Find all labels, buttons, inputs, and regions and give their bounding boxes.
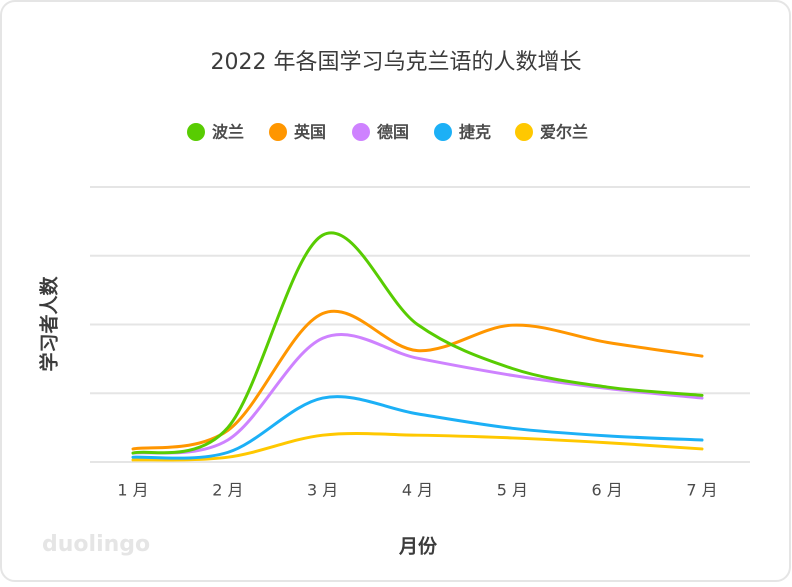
x-tick-label: 2 月	[212, 481, 243, 500]
legend-label: 德国	[377, 123, 409, 142]
legend-swatch	[187, 123, 205, 141]
watermark: duolingo	[42, 532, 150, 557]
x-tick-label: 5 月	[497, 481, 528, 500]
chart-title: 2022 年各国学习乌克兰语的人数增长	[211, 50, 582, 75]
y-axis-label: 学习者人数	[38, 276, 61, 372]
legend-swatch	[434, 123, 452, 141]
legend-swatch	[269, 123, 287, 141]
legend-label: 英国	[293, 123, 326, 142]
series-line	[131, 431, 704, 462]
x-axis-label: 月份	[398, 535, 438, 558]
x-tick-label: 7 月	[686, 481, 717, 500]
x-tick-label: 4 月	[402, 481, 433, 500]
legend-swatch	[352, 123, 370, 141]
legend-label: 爱尔兰	[540, 123, 588, 142]
legend-swatch	[515, 123, 533, 141]
series-line	[131, 309, 704, 451]
series-line	[131, 231, 704, 455]
x-tick-label: 3 月	[307, 481, 338, 500]
legend-label: 波兰	[212, 123, 244, 142]
series-line	[131, 395, 704, 460]
x-tick-label: 1 月	[117, 481, 148, 500]
x-tick-label: 6 月	[592, 481, 623, 500]
legend-label: 捷克	[459, 123, 491, 142]
